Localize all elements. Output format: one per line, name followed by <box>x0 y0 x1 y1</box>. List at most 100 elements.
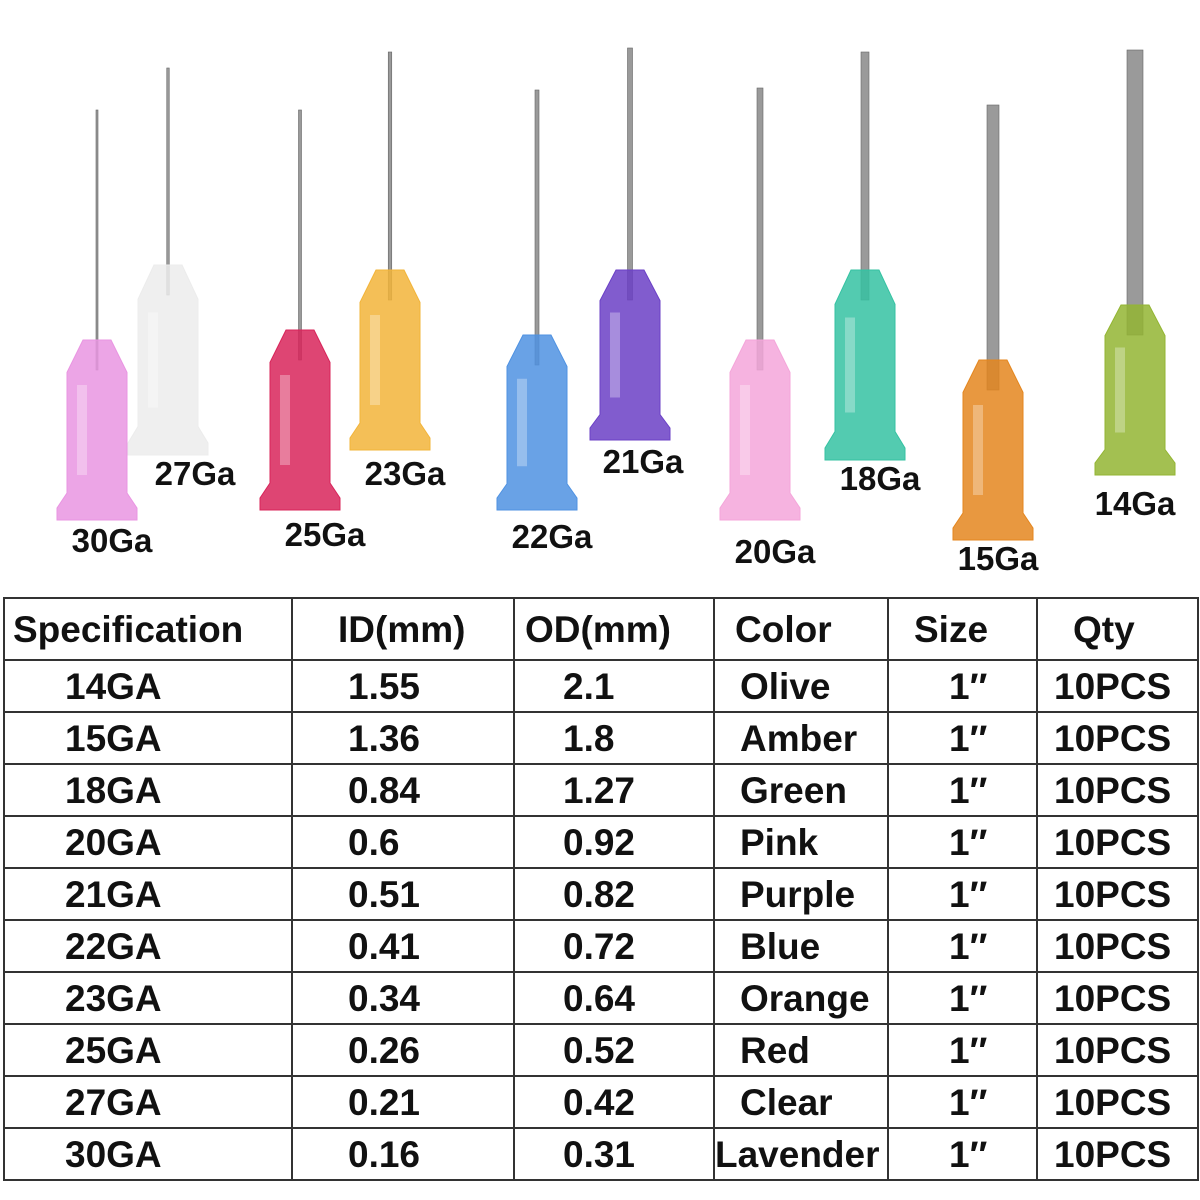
needle-label: 21Ga <box>603 443 684 480</box>
needle-shaft <box>756 87 764 371</box>
table-cell: 10PCS <box>1036 763 1199 817</box>
table-cell: 0.64 <box>513 971 715 1025</box>
table-cell: 15GA <box>3 711 293 765</box>
header-row: Specification ID(mm) OD(mm) Color Size Qty <box>3 597 1199 661</box>
header-cell: Size <box>887 597 1038 661</box>
table-cell: 0.6 <box>291 815 515 869</box>
needle: 18Ga <box>824 51 921 497</box>
table-cell: 0.52 <box>513 1023 715 1077</box>
table-cell: 1.27 <box>513 763 715 817</box>
table-row: 21GA 0.51 0.82 Purple 1″ 10PCS <box>3 867 1199 921</box>
table-cell: 23GA <box>3 971 293 1025</box>
table-row: 30GA 0.16 0.31 Lavender 1″ 10PCS <box>3 1127 1199 1181</box>
table-cell: Blue <box>713 919 889 973</box>
table-row: 14GA 1.55 2.1 Olive 1″ 10PCS <box>3 659 1199 713</box>
table-cell: 21GA <box>3 867 293 921</box>
needle-label: 14Ga <box>1095 485 1176 522</box>
table-cell: 30GA <box>3 1127 293 1181</box>
table-cell: 10PCS <box>1036 659 1199 713</box>
table-cell: 1″ <box>887 659 1038 713</box>
table-cell: 18GA <box>3 763 293 817</box>
table-cell: 10PCS <box>1036 815 1199 869</box>
hub-highlight <box>610 312 620 398</box>
table-body: 14GA 1.55 2.1 Olive 1″ 10PCS 15GA 1.36 1.8 Amber 1… <box>3 659 1199 1181</box>
table-cell: 0.82 <box>513 867 715 921</box>
table-cell: 1″ <box>887 763 1038 817</box>
table-cell: 14GA <box>3 659 293 713</box>
table-cell: 0.84 <box>291 763 515 817</box>
table-cell: 10PCS <box>1036 919 1199 973</box>
needle-label: 15Ga <box>958 540 1039 577</box>
needle-shaft <box>298 109 302 361</box>
table-cell: 0.42 <box>513 1075 715 1129</box>
header-cell: Specification <box>3 597 293 661</box>
table-cell: Lavender <box>713 1127 889 1181</box>
table-row: 23GA 0.34 0.64 Orange 1″ 10PCS <box>3 971 1199 1025</box>
table-cell: 0.16 <box>291 1127 515 1181</box>
table-row: 20GA 0.6 0.92 Pink 1″ 10PCS <box>3 815 1199 869</box>
table-cell: 10PCS <box>1036 1127 1199 1181</box>
table-row: 15GA 1.36 1.8 Amber 1″ 10PCS <box>3 711 1199 765</box>
header-cell: ID(mm) <box>291 597 515 661</box>
hub-highlight <box>280 375 290 465</box>
needle: 22Ga <box>496 89 593 555</box>
table-cell: 0.21 <box>291 1075 515 1129</box>
table-cell: 20GA <box>3 815 293 869</box>
needle-label: 27Ga <box>155 455 236 492</box>
table-cell: 10PCS <box>1036 971 1199 1025</box>
table-row: 22GA 0.41 0.72 Blue 1″ 10PCS <box>3 919 1199 973</box>
table-cell: 1″ <box>887 919 1038 973</box>
needle-hub <box>259 329 341 511</box>
needle-label: 18Ga <box>840 460 921 497</box>
header-cell: Color <box>713 597 889 661</box>
hub-highlight <box>740 385 750 475</box>
hub-highlight <box>370 315 380 405</box>
needle-label: 25Ga <box>285 516 366 553</box>
header-cell: Qty <box>1036 597 1199 661</box>
hub-highlight <box>845 317 855 413</box>
table-cell: 1″ <box>887 1075 1038 1129</box>
needle-label: 20Ga <box>735 533 816 570</box>
needle-hub <box>952 359 1034 541</box>
needle: 30Ga <box>56 109 153 559</box>
needle: 14Ga <box>1094 49 1176 522</box>
table-row: 18GA 0.84 1.27 Green 1″ 10PCS <box>3 763 1199 817</box>
needle-shaft <box>166 67 170 296</box>
table-cell: 10PCS <box>1036 1023 1199 1077</box>
needle: 21Ga <box>589 47 684 480</box>
table-cell: 25GA <box>3 1023 293 1077</box>
table-cell: 0.34 <box>291 971 515 1025</box>
table-row: 25GA 0.26 0.52 Red 1″ 10PCS <box>3 1023 1199 1077</box>
table-row: 27GA 0.21 0.42 Clear 1″ 10PCS <box>3 1075 1199 1129</box>
needle-shaft <box>1126 49 1144 336</box>
needle-label: 23Ga <box>365 455 446 492</box>
table-cell: Purple <box>713 867 889 921</box>
needle: 27Ga <box>127 67 236 492</box>
table-cell: 1.36 <box>291 711 515 765</box>
needle-hub <box>589 269 671 441</box>
needle-shaft <box>986 104 1000 391</box>
needle-hub <box>719 339 801 521</box>
needle-shaft <box>627 47 633 301</box>
table-cell: 0.92 <box>513 815 715 869</box>
needle-shaft <box>534 89 540 366</box>
table-cell: Amber <box>713 711 889 765</box>
table-cell: 0.26 <box>291 1023 515 1077</box>
table-cell: Clear <box>713 1075 889 1129</box>
table-cell: 1″ <box>887 971 1038 1025</box>
needle: 23Ga <box>349 51 446 492</box>
needle-shaft <box>860 51 870 301</box>
table-cell: 1″ <box>887 867 1038 921</box>
table-cell: 10PCS <box>1036 867 1199 921</box>
needle: 25Ga <box>259 109 366 553</box>
hub-highlight <box>148 312 158 408</box>
hub-highlight <box>973 405 983 495</box>
needle-label: 30Ga <box>72 522 153 559</box>
needle-shaft <box>95 109 99 371</box>
needle-hub <box>1094 304 1176 476</box>
table-cell: 0.72 <box>513 919 715 973</box>
table-cell: 1″ <box>887 815 1038 869</box>
table-cell: 10PCS <box>1036 1075 1199 1129</box>
table-cell: 27GA <box>3 1075 293 1129</box>
